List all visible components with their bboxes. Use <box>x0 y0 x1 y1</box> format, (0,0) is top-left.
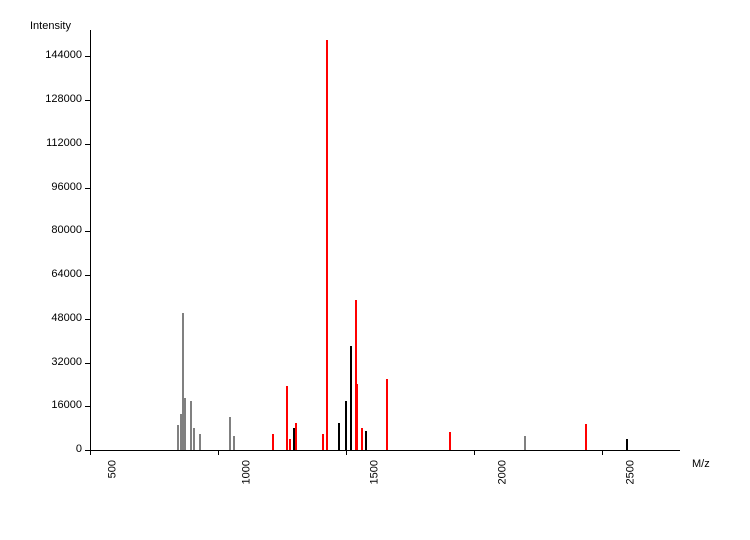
y-tick <box>85 406 90 407</box>
spectrum-peak <box>350 346 352 450</box>
y-tick-label: 128000 <box>32 93 82 105</box>
y-tick <box>85 231 90 232</box>
y-tick <box>85 56 90 57</box>
spectrum-peak <box>295 423 297 450</box>
y-tick <box>85 144 90 145</box>
y-tick-label: 96000 <box>32 181 82 193</box>
spectrum-peak <box>322 434 324 450</box>
y-tick-label: 0 <box>32 443 82 455</box>
y-tick <box>85 188 90 189</box>
y-tick-label: 16000 <box>32 399 82 411</box>
spectrum-peak <box>365 431 367 450</box>
y-tick <box>85 319 90 320</box>
spectrum-peak <box>272 434 274 450</box>
y-axis-title: Intensity <box>30 20 71 32</box>
spectrum-peak <box>345 401 347 450</box>
x-tick-label: 2000 <box>496 460 508 484</box>
spectrum-peak <box>356 384 358 450</box>
x-axis-title: M/z <box>692 458 710 470</box>
spectrum-peak <box>326 40 328 450</box>
spectrum-peak <box>233 436 235 450</box>
x-tick-label: 500 <box>106 460 118 478</box>
y-axis <box>90 30 91 450</box>
y-tick-label: 32000 <box>32 356 82 368</box>
x-tick-label: 2500 <box>624 460 636 484</box>
x-tick-label: 1500 <box>368 460 380 484</box>
y-tick-label: 80000 <box>32 224 82 236</box>
y-tick <box>85 100 90 101</box>
y-tick <box>85 275 90 276</box>
spectrum-peak <box>229 417 231 450</box>
y-tick-label: 48000 <box>32 312 82 324</box>
y-tick-label: 144000 <box>32 49 82 61</box>
spectrum-peak <box>199 434 201 450</box>
spectrum-peak <box>524 436 526 450</box>
y-tick-label: 112000 <box>32 137 82 149</box>
spectrum-peak <box>386 379 388 450</box>
spectrum-peak <box>193 428 195 450</box>
spectrum-peak <box>626 439 628 450</box>
spectrum-peak <box>585 424 587 450</box>
spectrum-peak <box>361 428 363 450</box>
spectrum-peak <box>338 423 340 450</box>
y-tick-label: 64000 <box>32 268 82 280</box>
mass-spectrum-chart: Intensity M/z 0 16000 32000 48000 64000 80000… <box>0 0 750 540</box>
spectrum-peak <box>289 439 291 450</box>
x-tick-label: 1000 <box>240 460 252 484</box>
x-tick <box>602 450 603 455</box>
y-tick <box>85 363 90 364</box>
spectrum-peak <box>184 398 186 450</box>
x-tick <box>90 450 91 455</box>
x-axis <box>90 450 680 451</box>
spectrum-peak <box>449 432 451 450</box>
x-tick <box>346 450 347 455</box>
x-tick <box>218 450 219 455</box>
x-tick <box>474 450 475 455</box>
